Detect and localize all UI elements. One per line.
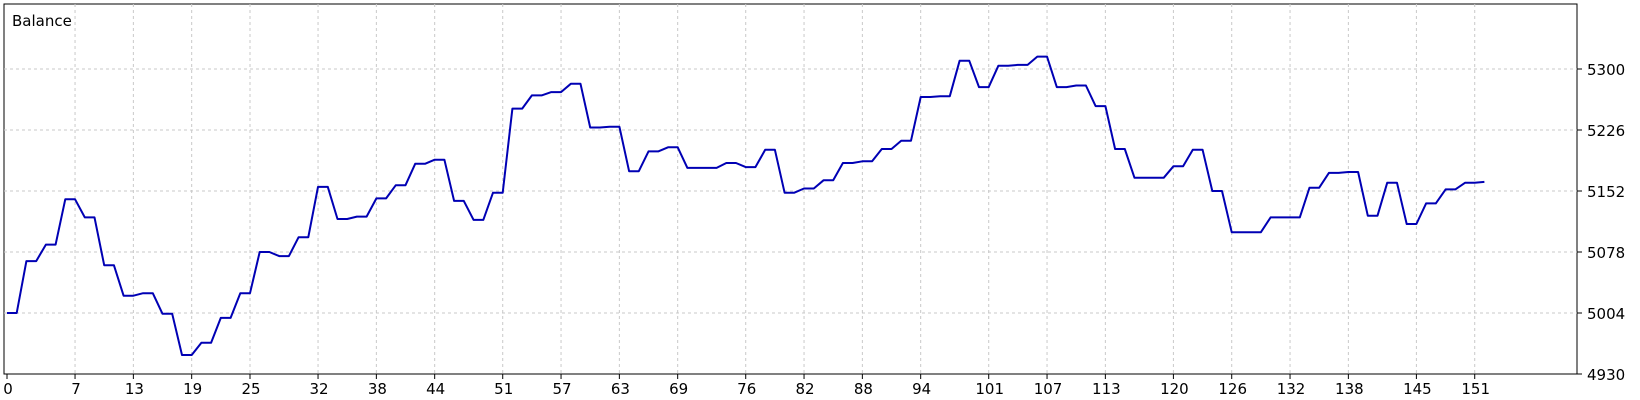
x-tick-label: 19 <box>183 380 202 398</box>
x-tick-label: 88 <box>854 380 873 398</box>
x-tick-label: 0 <box>3 380 13 398</box>
series-layer <box>7 55 1485 356</box>
y-tick-label: 5152 <box>1587 183 1625 201</box>
x-tick-label: 94 <box>912 380 931 398</box>
x-tick-label: 138 <box>1335 380 1364 398</box>
y-tick-label: 5300 <box>1587 61 1625 79</box>
grid <box>4 4 1577 374</box>
y-tick-label: 4930 <box>1587 366 1625 384</box>
x-tick-label: 63 <box>611 380 630 398</box>
balance-line <box>7 55 1485 356</box>
x-tick-label: 82 <box>795 380 814 398</box>
x-tick-label: 132 <box>1277 380 1306 398</box>
x-tick-label: 44 <box>426 380 445 398</box>
x-tick-label: 113 <box>1092 380 1121 398</box>
x-tick-label: 7 <box>71 380 81 398</box>
x-tick-label: 120 <box>1160 380 1189 398</box>
x-axis-ticks: 0 7 13 19 25 32 38 44 51 57 63 69 76 82 88 94 101 107 113 1… <box>3 374 1490 398</box>
x-tick-label: 107 <box>1034 380 1063 398</box>
x-tick-label: 126 <box>1218 380 1247 398</box>
x-tick-label: 13 <box>125 380 144 398</box>
y-tick-label: 5004 <box>1587 305 1625 323</box>
plot-frame <box>3 3 1578 375</box>
x-tick-label: 76 <box>737 380 756 398</box>
x-tick-label: 32 <box>309 380 328 398</box>
y-tick-label: 5226 <box>1587 122 1625 140</box>
x-tick-label: 69 <box>669 380 688 398</box>
x-tick-label: 38 <box>368 380 387 398</box>
x-tick-label: 145 <box>1403 380 1432 398</box>
chart-title: Balance <box>12 12 72 30</box>
x-tick-label: 51 <box>494 380 513 398</box>
x-tick-label: 57 <box>552 380 571 398</box>
x-tick-label: 25 <box>241 380 260 398</box>
x-tick-label: 101 <box>975 380 1004 398</box>
x-tick-label: 151 <box>1461 380 1490 398</box>
y-tick-label: 5078 <box>1587 244 1625 262</box>
y-axis-ticks: 4930 5004 5078 5152 5226 5300 <box>1577 61 1625 384</box>
